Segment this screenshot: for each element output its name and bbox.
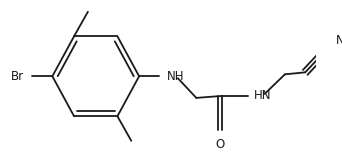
Text: HN: HN bbox=[253, 89, 271, 102]
Text: NH: NH bbox=[167, 70, 184, 83]
Text: Br: Br bbox=[11, 70, 24, 83]
Text: N: N bbox=[336, 34, 342, 47]
Text: O: O bbox=[216, 138, 225, 151]
